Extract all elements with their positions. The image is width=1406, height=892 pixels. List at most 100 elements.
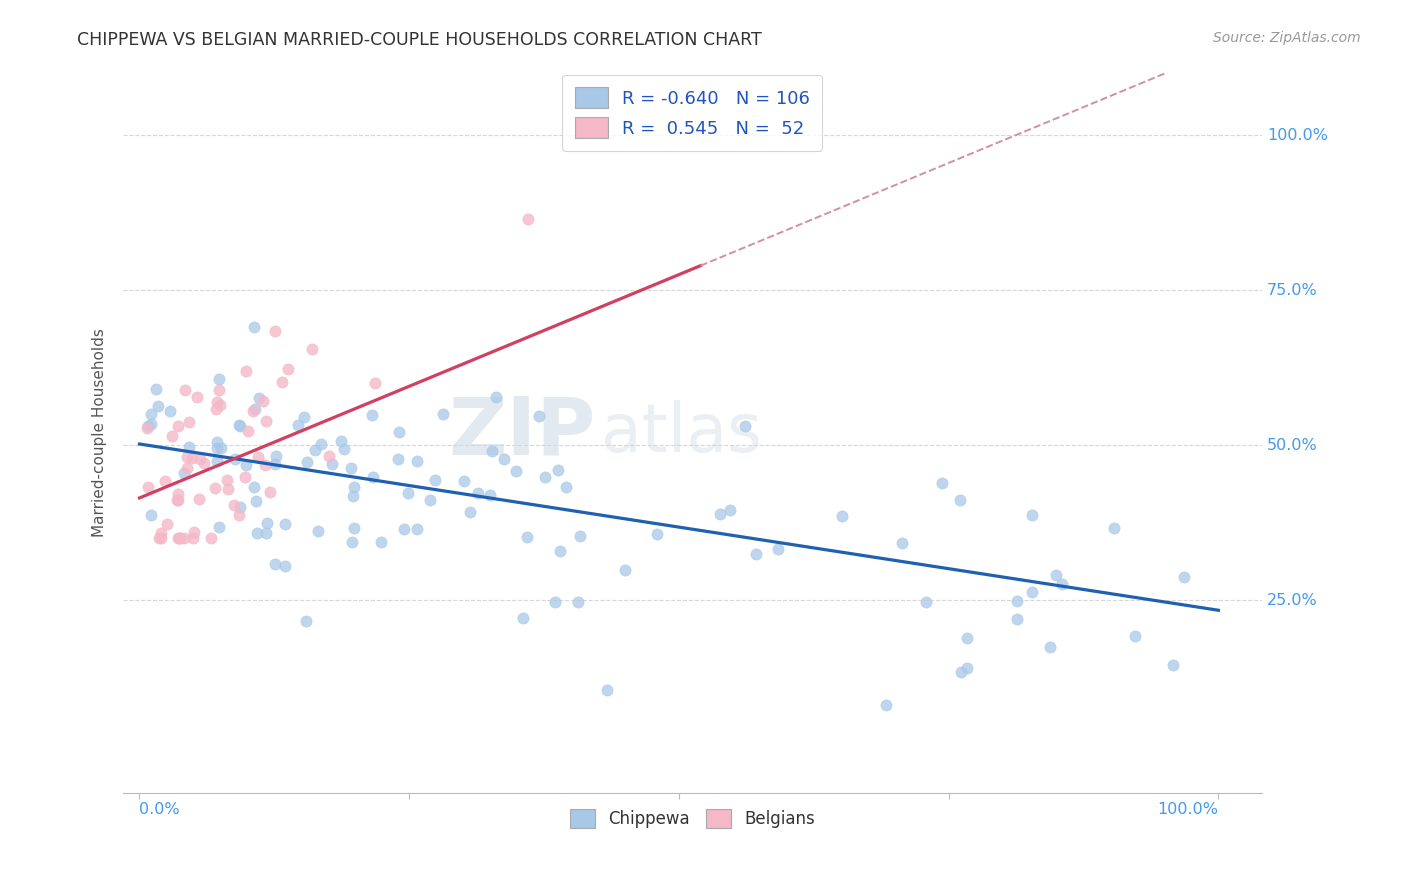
- Text: Source: ZipAtlas.com: Source: ZipAtlas.com: [1213, 31, 1361, 45]
- Point: [243, 402, 266, 417]
- Point: [235, 364, 257, 378]
- Point: [956, 631, 979, 645]
- Point: [245, 494, 267, 508]
- Point: [146, 400, 169, 414]
- Point: [304, 443, 326, 458]
- Point: [342, 535, 364, 549]
- Point: [141, 508, 163, 522]
- Point: [340, 460, 363, 475]
- Point: [555, 480, 578, 494]
- Point: [1173, 570, 1195, 584]
- Point: [734, 419, 756, 434]
- Point: [246, 450, 269, 464]
- Point: [217, 482, 239, 496]
- Text: 50.0%: 50.0%: [1267, 438, 1317, 453]
- Point: [478, 488, 501, 502]
- Y-axis label: Married-couple Households: Married-couple Households: [93, 328, 107, 537]
- Point: [205, 454, 228, 468]
- Point: [149, 531, 172, 545]
- Point: [229, 419, 252, 434]
- Point: [505, 464, 527, 478]
- Point: [274, 516, 297, 531]
- Point: [613, 563, 636, 577]
- Point: [238, 424, 260, 438]
- Point: [167, 531, 190, 545]
- Point: [361, 409, 384, 423]
- Text: atlas: atlas: [602, 400, 762, 466]
- Point: [1104, 521, 1126, 535]
- Point: [709, 507, 731, 521]
- Point: [148, 531, 170, 545]
- Point: [292, 409, 315, 424]
- Point: [453, 474, 475, 488]
- Point: [388, 425, 411, 439]
- Point: [361, 470, 384, 484]
- Point: [208, 372, 231, 386]
- Point: [215, 473, 238, 487]
- Point: [406, 522, 429, 536]
- Point: [246, 525, 269, 540]
- Point: [153, 474, 176, 488]
- Point: [176, 450, 198, 464]
- Point: [321, 457, 343, 471]
- Point: [387, 451, 409, 466]
- Point: [263, 457, 285, 471]
- Point: [396, 486, 419, 500]
- Point: [949, 665, 972, 679]
- Point: [162, 429, 184, 443]
- Point: [1021, 508, 1043, 523]
- Point: [516, 530, 538, 544]
- Point: [235, 458, 257, 472]
- Point: [392, 522, 415, 536]
- Text: ZIP: ZIP: [449, 393, 596, 472]
- Point: [647, 526, 669, 541]
- Point: [190, 451, 212, 466]
- Point: [492, 452, 515, 467]
- Point: [915, 595, 938, 609]
- Text: 0.0%: 0.0%: [139, 802, 180, 817]
- Point: [177, 415, 200, 429]
- Point: [183, 525, 205, 540]
- Point: [205, 402, 228, 417]
- Point: [569, 529, 592, 543]
- Point: [166, 419, 188, 434]
- Point: [156, 516, 179, 531]
- Point: [159, 404, 181, 418]
- Point: [136, 419, 159, 434]
- Point: [343, 480, 366, 494]
- Point: [169, 531, 191, 545]
- Text: 100.0%: 100.0%: [1267, 128, 1327, 143]
- Point: [177, 441, 200, 455]
- Point: [209, 441, 232, 455]
- Point: [200, 531, 222, 545]
- Point: [875, 698, 897, 712]
- Point: [181, 531, 204, 545]
- Point: [247, 391, 270, 405]
- Point: [256, 516, 278, 530]
- Point: [264, 558, 287, 572]
- Point: [252, 393, 274, 408]
- Point: [544, 595, 567, 609]
- Point: [243, 320, 266, 334]
- Point: [242, 404, 264, 418]
- Point: [287, 418, 309, 433]
- Point: [176, 461, 198, 475]
- Text: CHIPPEWA VS BELGIAN MARRIED-COUPLE HOUSEHOLDS CORRELATION CHART: CHIPPEWA VS BELGIAN MARRIED-COUPLE HOUSE…: [77, 31, 762, 49]
- Point: [253, 458, 276, 472]
- Point: [1021, 584, 1043, 599]
- Point: [274, 559, 297, 574]
- Point: [364, 376, 387, 391]
- Legend: Chippewa, Belgians: Chippewa, Belgians: [562, 803, 823, 835]
- Point: [222, 498, 245, 512]
- Point: [1161, 657, 1184, 672]
- Point: [432, 407, 454, 421]
- Point: [271, 376, 294, 390]
- Point: [166, 492, 188, 507]
- Point: [931, 476, 953, 491]
- Point: [254, 414, 277, 428]
- Text: 25.0%: 25.0%: [1267, 593, 1317, 607]
- Point: [149, 526, 172, 541]
- Point: [1039, 640, 1062, 654]
- Point: [139, 417, 162, 431]
- Point: [136, 480, 159, 494]
